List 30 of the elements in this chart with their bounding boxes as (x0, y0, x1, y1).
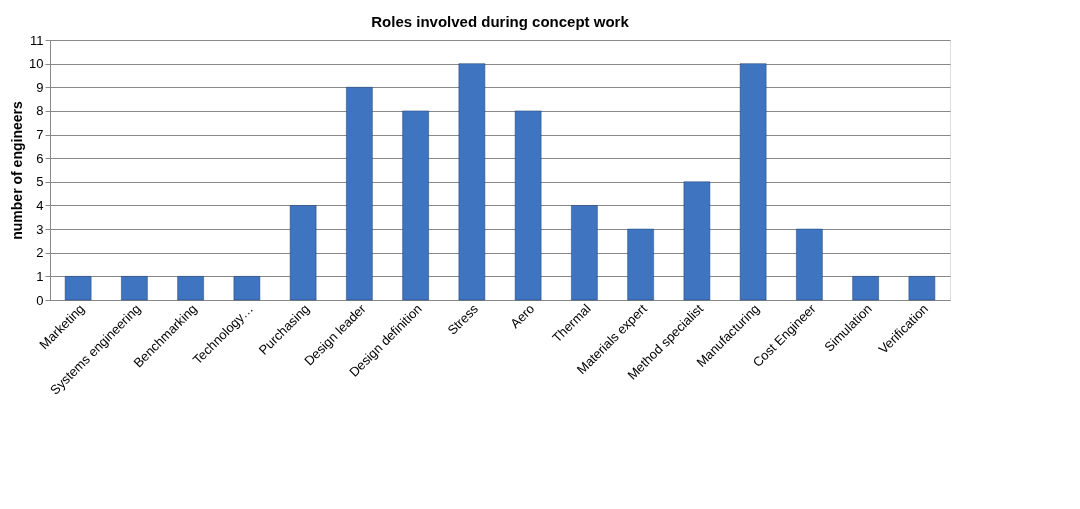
bar (402, 110, 429, 301)
bar (121, 276, 148, 301)
bar (852, 276, 879, 301)
y-tick-label: 4 (36, 197, 44, 213)
y-tick-label: 10 (29, 56, 44, 72)
bar (64, 276, 92, 301)
y-tick-label: 8 (36, 103, 44, 119)
bar (514, 110, 542, 301)
y-tick-label: 1 (36, 268, 44, 284)
bar (627, 228, 654, 301)
y-tick-label: 9 (36, 79, 44, 95)
bar (796, 228, 823, 301)
y-tick-label: 2 (36, 245, 44, 261)
bar (346, 87, 373, 301)
bar (739, 63, 767, 301)
bar (458, 63, 486, 301)
y-tick-label: 6 (36, 150, 44, 166)
bar (177, 276, 204, 301)
y-tick-label: 3 (36, 221, 44, 237)
chart-title: Roles involved during concept work (371, 13, 630, 30)
bar (571, 205, 598, 301)
y-tick-label: 7 (36, 127, 44, 143)
bar (289, 205, 317, 301)
bar (683, 181, 711, 301)
y-tick-label: 11 (30, 32, 44, 48)
bar (233, 276, 261, 301)
bar (908, 276, 936, 301)
y-axis-title: number of engineers (9, 101, 26, 240)
y-tick-label: 0 (36, 292, 44, 308)
y-tick-label: 5 (36, 174, 44, 190)
